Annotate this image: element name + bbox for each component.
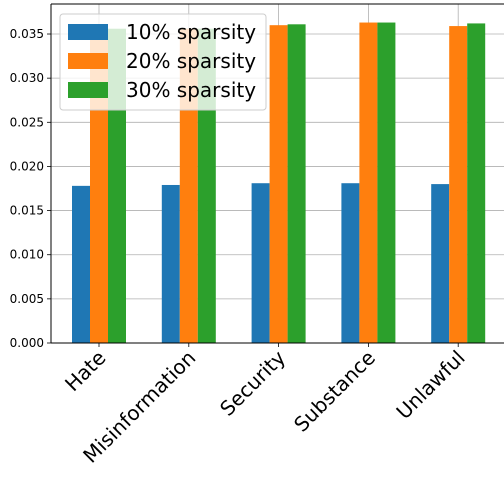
- bar-security-1: [251, 183, 270, 343]
- bar-security-2: [269, 25, 288, 343]
- bar-unlawful-2: [449, 26, 468, 343]
- y-tick-label: 0.015: [10, 204, 44, 218]
- legend-box: [59, 13, 267, 111]
- legend-label: 30% sparsity: [126, 78, 256, 102]
- y-tick-label: 0.010: [10, 248, 44, 262]
- legend-swatch: [68, 24, 108, 40]
- legend-swatch: [68, 82, 108, 98]
- y-tick-label: 0.020: [10, 159, 44, 173]
- bar-security-3: [287, 24, 306, 343]
- bar-unlawful-1: [431, 184, 450, 343]
- legend-label: 10% sparsity: [126, 20, 256, 44]
- category-label: Security: [215, 345, 290, 420]
- bar-misinformation-1: [161, 184, 180, 343]
- y-tick-label: 0.025: [10, 115, 44, 129]
- bar-unlawful-3: [467, 23, 486, 343]
- bar-substance-2: [359, 22, 378, 343]
- y-tick-label: 0.035: [10, 27, 44, 41]
- axes: [50, 3, 504, 344]
- y-tick-label: 0.030: [10, 71, 44, 85]
- y-tick-label: 0.005: [10, 292, 44, 306]
- y-axis-ticks: 0.000 0.005 0.010 0.015 0.020 0.025 0.030 0.035: [10, 27, 51, 350]
- category-label: Hate: [60, 346, 111, 397]
- bar-hate-1: [72, 185, 90, 343]
- category-label: Substance: [289, 346, 380, 437]
- category-label: Unlawful: [391, 346, 469, 424]
- bar-substance-1: [341, 183, 360, 343]
- y-tick-label: 0.000: [10, 336, 44, 350]
- legend-swatch: [68, 53, 108, 69]
- legend-label: 20% sparsity: [126, 49, 256, 73]
- legend: 10% sparsity 20% sparsity 30% sparsity: [59, 13, 267, 111]
- bar-substance-3: [377, 22, 396, 343]
